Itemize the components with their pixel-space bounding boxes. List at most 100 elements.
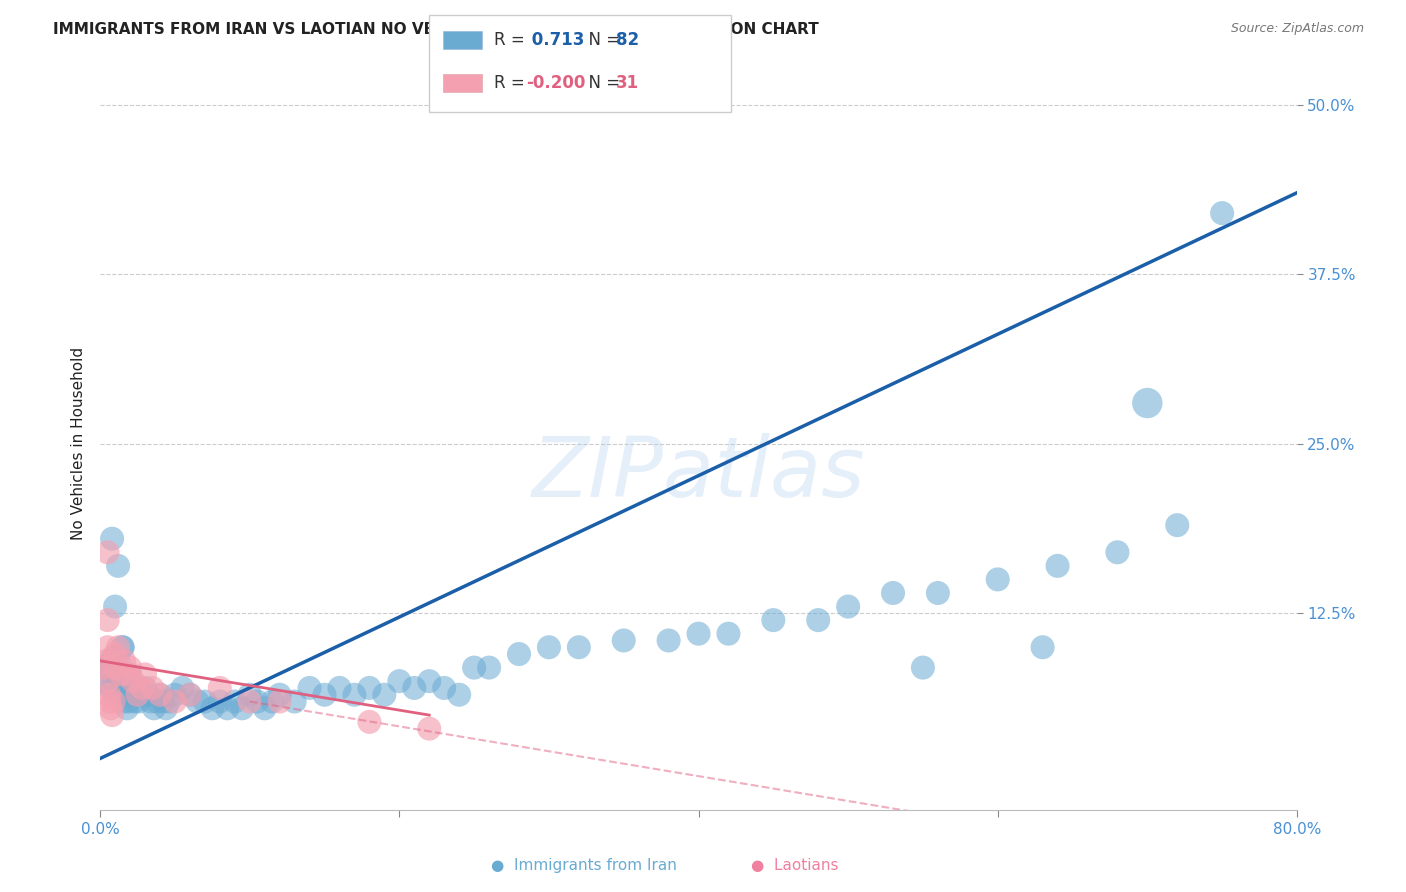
Point (239, 688, 262, 702)
Text: R =: R = (494, 74, 530, 92)
Point (122, 688, 145, 702)
Point (101, 708, 124, 723)
Point (194, 694, 217, 708)
Point (927, 586, 949, 600)
Point (807, 613, 830, 627)
Point (104, 660, 127, 674)
Point (128, 694, 150, 708)
Point (149, 688, 172, 702)
Point (208, 681, 231, 695)
Point (108, 688, 131, 702)
Point (114, 688, 136, 702)
Point (101, 532, 124, 546)
Point (404, 681, 426, 695)
Point (1046, 558, 1069, 573)
Point (155, 701, 177, 715)
Text: -0.200: -0.200 (526, 74, 585, 92)
Point (152, 694, 174, 708)
Point (359, 681, 381, 695)
Point (118, 660, 141, 674)
Point (418, 722, 440, 736)
Point (837, 599, 859, 614)
Point (104, 647, 127, 661)
Point (134, 667, 156, 681)
Point (201, 701, 224, 715)
Point (97, 667, 120, 681)
Point (508, 647, 530, 661)
Point (262, 694, 284, 708)
Point (688, 626, 710, 640)
Point (111, 640, 134, 655)
Point (127, 681, 149, 695)
Point (139, 694, 162, 708)
Point (568, 640, 591, 655)
Point (110, 681, 132, 695)
Point (269, 694, 291, 708)
Point (98, 688, 121, 702)
Y-axis label: No Vehicles in Household: No Vehicles in Household (72, 347, 86, 541)
Point (373, 688, 395, 702)
Point (537, 640, 560, 655)
Point (449, 688, 471, 702)
Point (93, 660, 115, 674)
Point (97, 545, 120, 559)
Point (100, 660, 122, 674)
Point (717, 626, 740, 640)
Point (418, 674, 440, 689)
Point (112, 654, 135, 668)
Point (1032, 640, 1054, 655)
Text: 31: 31 (616, 74, 638, 92)
Text: 0.713: 0.713 (526, 31, 585, 49)
Point (100, 701, 122, 715)
Point (118, 667, 141, 681)
Point (127, 688, 149, 702)
Point (104, 599, 127, 614)
Point (111, 640, 134, 655)
Point (97, 640, 120, 655)
Point (107, 558, 129, 573)
Point (163, 694, 186, 708)
Point (186, 694, 208, 708)
Point (463, 660, 485, 674)
Point (131, 681, 153, 695)
Point (1166, 518, 1188, 533)
Point (478, 660, 501, 674)
Point (1107, 545, 1129, 559)
Text: Source: ZipAtlas.com: Source: ZipAtlas.com (1230, 22, 1364, 36)
Point (172, 681, 194, 695)
Point (217, 701, 239, 715)
Point (269, 688, 291, 702)
Point (124, 694, 146, 708)
Point (134, 681, 156, 695)
Point (103, 694, 125, 708)
Text: IMMIGRANTS FROM IRAN VS LAOTIAN NO VEHICLES IN HOUSEHOLD CORRELATION CHART: IMMIGRANTS FROM IRAN VS LAOTIAN NO VEHIC… (53, 22, 820, 37)
Point (131, 688, 153, 702)
Point (314, 688, 336, 702)
Point (343, 688, 366, 702)
Point (136, 688, 159, 702)
Point (122, 674, 145, 689)
Point (1136, 396, 1159, 410)
Point (112, 694, 135, 708)
Point (253, 701, 276, 715)
Point (987, 573, 1010, 587)
Text: N =: N = (578, 31, 626, 49)
Point (98, 694, 121, 708)
Point (882, 586, 904, 600)
Point (104, 674, 127, 689)
Point (613, 633, 636, 648)
Point (115, 667, 138, 681)
Text: N =: N = (578, 74, 626, 92)
Point (433, 681, 456, 695)
Point (239, 694, 262, 708)
Point (298, 681, 321, 695)
Point (658, 633, 681, 648)
Text: ●  Immigrants from Iran: ● Immigrants from Iran (491, 858, 676, 872)
Point (762, 613, 785, 627)
Point (94, 654, 117, 668)
Point (117, 694, 139, 708)
Point (149, 688, 172, 702)
Point (146, 694, 169, 708)
Point (208, 694, 231, 708)
Point (179, 688, 201, 702)
